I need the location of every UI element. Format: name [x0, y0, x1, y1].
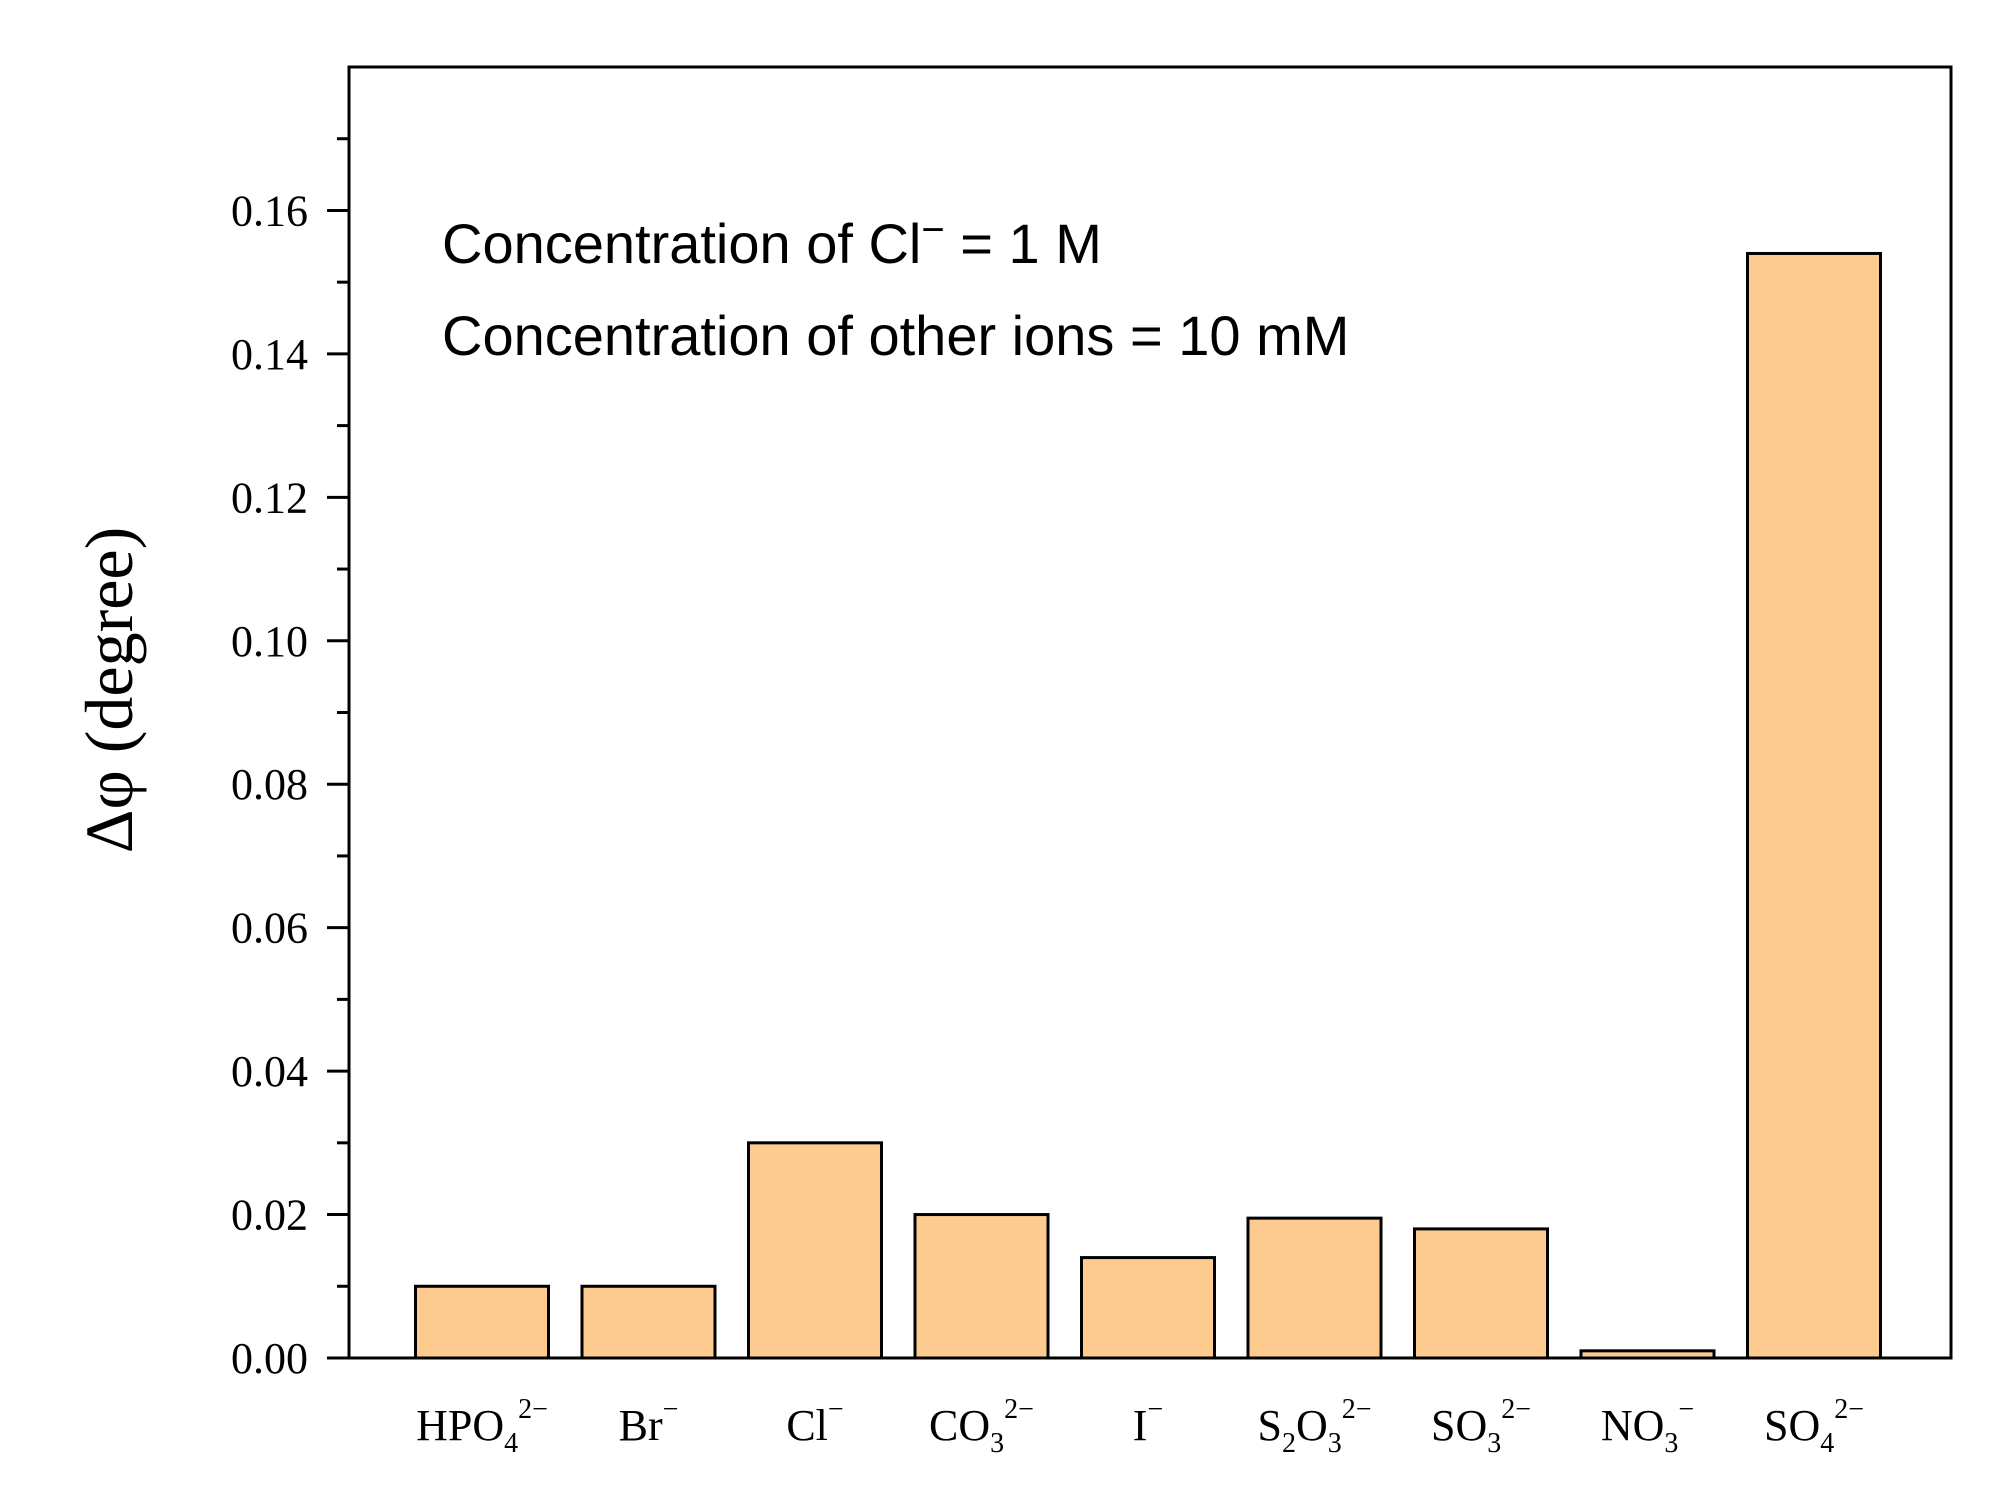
y-tick-label: 0.14 — [231, 330, 308, 379]
bars-layer — [414, 251, 1882, 1360]
y-tick-label: 0.16 — [231, 186, 308, 235]
bar — [1080, 1256, 1216, 1360]
bar — [747, 1141, 883, 1360]
bar — [580, 1284, 717, 1360]
y-tick-label: 0.02 — [231, 1191, 308, 1240]
y-tick-label: 0.08 — [231, 760, 308, 809]
annotation-text: Concentration of other ions = 10 mM — [442, 304, 1349, 367]
y-tick-label: 0.12 — [231, 473, 308, 522]
x-tick-labels-layer: HPO42− Br− Cl− CO32− I− S2O32− SO32− NO3− SO42− — [416, 1394, 1864, 1459]
y-tick-label: 0.10 — [231, 617, 308, 666]
x-tick-label: Cl− — [786, 1394, 843, 1450]
x-tick-label: SO42− — [1764, 1394, 1864, 1459]
x-tick-label: I− — [1133, 1394, 1163, 1450]
x-tick-label: Br− — [619, 1394, 679, 1450]
bar — [1413, 1227, 1549, 1360]
y-ticks-layer — [327, 137, 349, 1360]
plot-frame — [347, 65, 1953, 1360]
x-tick-label: NO3− — [1601, 1394, 1694, 1459]
y-tick-label: 0.04 — [231, 1047, 308, 1096]
y-tick-label: 0.00 — [231, 1334, 308, 1383]
y-tick-labels-layer: 0.00 0.02 0.04 0.06 0.08 0.10 0.12 0.14 0.16 — [231, 186, 308, 1383]
annotation-text: Concentration of Cl− = 1 M — [442, 208, 1102, 275]
x-tick-label: HPO42− — [416, 1394, 548, 1459]
y-axis-title: Δφ (degree) — [71, 527, 147, 853]
bar — [414, 1284, 550, 1360]
bar — [913, 1213, 1050, 1360]
annotation-layer: Concentration of Cl− = 1 M Concentration … — [442, 208, 1349, 367]
x-tick-label: S2O32− — [1257, 1394, 1371, 1459]
y-tick-label: 0.06 — [231, 904, 308, 953]
bar — [1746, 251, 1882, 1360]
x-tick-label: SO32− — [1431, 1394, 1531, 1459]
bar — [1246, 1216, 1383, 1360]
x-tick-label: CO32− — [929, 1394, 1034, 1459]
